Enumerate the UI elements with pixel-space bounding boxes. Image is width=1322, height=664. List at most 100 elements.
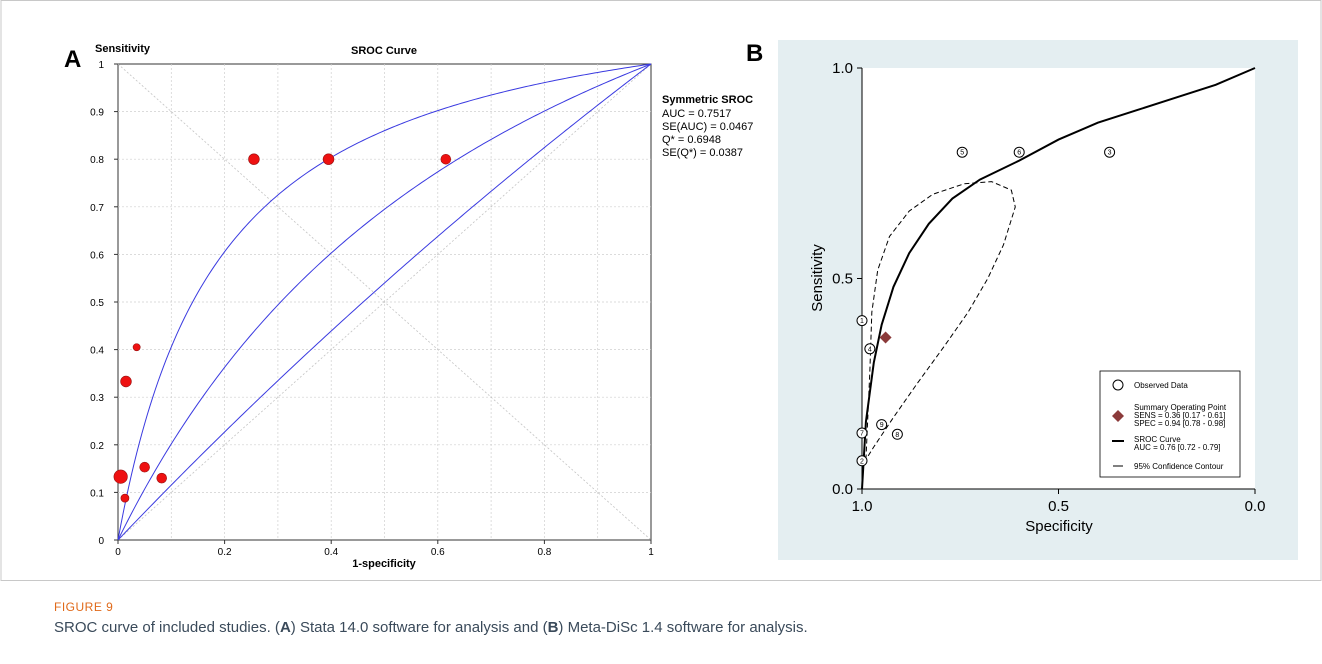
legend-summary-spec: SPEC = 0.94 [0.78 - 0.98] — [1134, 419, 1225, 428]
annotation-q-star: Q* = 0.6948 — [662, 134, 721, 146]
chart-b-x-axis-label: Specificity — [1025, 518, 1093, 535]
observed-point: 5 — [956, 146, 968, 158]
legend-observed-label: Observed Data — [1134, 381, 1188, 390]
y-tick-label: 0.4 — [90, 346, 104, 357]
observed-point-label: 8 — [895, 432, 899, 439]
legend-contour-label: 95% Confidence Contour — [1134, 462, 1224, 471]
observed-point-marker — [856, 455, 868, 467]
study-point — [120, 493, 130, 503]
legend-box — [1099, 370, 1241, 478]
observed-point-label: 7 — [860, 431, 864, 438]
observed-point-marker — [856, 427, 868, 439]
y-tick-label: 0.5 — [90, 298, 104, 309]
summary-operating-point — [879, 331, 892, 344]
y-tick-label: 0.3 — [90, 393, 104, 404]
observed-point: 2 — [856, 455, 868, 467]
sroc-curve — [117, 63, 652, 541]
observed-point: 8 — [891, 428, 903, 440]
legend-summary-symbol — [1112, 410, 1124, 422]
chart-b-y-ticks: 0.0 0.5 1.0 — [832, 60, 862, 498]
study-point — [440, 153, 452, 165]
observed-point: 6 — [1013, 146, 1025, 158]
y-tick-label: 1 — [98, 60, 104, 71]
legend-observed-symbol — [1112, 379, 1124, 391]
x-tick-label: 0.5 — [1048, 498, 1069, 515]
y-tick-label: 0.0 — [832, 481, 853, 498]
figure-number: FIGURE 9 — [54, 600, 114, 614]
y-tick-label: 0.8 — [90, 155, 104, 166]
chart-b-y-axis-label: Sensitivity — [809, 244, 826, 312]
chart-a-x-ticks: 0 0.2 0.4 0.6 0.8 1 — [115, 540, 654, 558]
y-tick-label: 0.6 — [90, 250, 104, 261]
figure-border — [0, 0, 1322, 581]
study-point — [132, 343, 141, 352]
observed-point-marker — [891, 428, 903, 440]
legend-sroc-title: SROC Curve — [1134, 435, 1181, 444]
annotation-se-q-star: SE(Q*) = 0.0387 — [662, 147, 743, 159]
y-tick-label: 0.7 — [90, 203, 104, 214]
chart-a-x-axis-label: 1-specificity — [352, 558, 416, 570]
chart-a-curves — [117, 63, 652, 541]
study-point — [322, 153, 335, 165]
observed-point-marker — [1104, 146, 1116, 158]
observed-point: 4 — [864, 343, 876, 355]
study-point — [156, 472, 167, 484]
chart-a-title: SROC Curve — [351, 45, 417, 57]
panel-b-label: B — [746, 40, 764, 67]
chart-a-y-axis-label: Sensitivity — [95, 43, 151, 55]
observed-point: 9 — [876, 419, 888, 431]
sroc-curve-b — [861, 67, 1256, 490]
observed-point-label: 5 — [960, 150, 964, 157]
chart-a-annotation: Symmetric SROC AUC = 0.7517 SE(AUC) = 0.… — [662, 94, 753, 159]
caption-part-2: ) Stata 14.0 software for analysis and ( — [290, 619, 548, 636]
caption-ref-a: A — [279, 619, 291, 636]
observed-point-label: 1 — [860, 318, 864, 325]
x-tick-label: 0.6 — [431, 547, 445, 558]
x-tick-label: 0.4 — [324, 547, 338, 558]
legend-sroc-auc: AUC = 0.76 [0.72 - 0.79] — [1134, 443, 1221, 452]
study-point — [120, 375, 132, 388]
sroc-curve — [117, 63, 652, 541]
annotation-title: Symmetric SROC — [662, 94, 753, 106]
y-tick-label: 0.2 — [90, 441, 104, 452]
study-point — [139, 461, 150, 473]
chart-a-diagonals — [117, 63, 652, 541]
figure-caption-block: FIGURE 9 SROC curve of included studies.… — [54, 600, 808, 636]
panel-a-label: A — [64, 46, 82, 73]
chart-a-y-ticks: 0 0.1 0.2 0.3 0.4 0.5 0.6 0.7 0.8 0.9 1 — [90, 60, 118, 547]
figure-caption: SROC curve of included studies. (A) Stat… — [54, 619, 808, 636]
x-tick-label: 0.2 — [218, 547, 232, 558]
observed-point: 7 — [856, 427, 868, 439]
x-tick-label: 0 — [115, 547, 121, 558]
x-tick-label: 0.0 — [1245, 498, 1266, 515]
y-tick-label: 0 — [98, 536, 104, 547]
caption-part-1: SROC curve of included studies. ( — [54, 619, 280, 636]
legend-summary-sens: SENS = 0.36 [0.17 - 0.61] — [1134, 411, 1225, 420]
x-tick-label: 0.8 — [537, 547, 551, 558]
chart-b-legend: Observed Data Summary Operating Point SE… — [1099, 370, 1241, 478]
confidence-contour — [865, 181, 1016, 462]
observed-point-label: 9 — [880, 422, 884, 429]
y-tick-label: 0.1 — [90, 488, 104, 499]
observed-point-marker — [864, 343, 876, 355]
y-tick-label: 1.0 — [832, 60, 853, 77]
observed-point-marker — [1013, 146, 1025, 158]
chart-a: 0 0.2 0.4 0.6 0.8 1 0 0.1 0.2 0.3 0.4 0.5 0.6 0.7 0.8… — [90, 43, 753, 570]
chart-b-x-ticks: 1.0 0.5 0.0 — [852, 489, 1266, 515]
caption-part-3: ) Meta-DiSc 1.4 software for analysis. — [558, 619, 808, 636]
x-tick-label: 1 — [648, 547, 654, 558]
chart-b: 1.0 0.5 0.0 0.0 0.5 1.0 5 6 3 1 4 9 8 7 2 Specificit… — [778, 40, 1298, 560]
observed-point: 3 — [1104, 146, 1116, 158]
caption-ref-b: B — [547, 619, 559, 636]
observed-point-marker — [956, 146, 968, 158]
observed-point: 1 — [856, 315, 868, 327]
observed-point-label: 6 — [1017, 150, 1021, 157]
symmetry-diagonal — [117, 63, 652, 541]
observed-point-label: 2 — [860, 458, 864, 465]
observed-point-label: 4 — [868, 346, 872, 353]
y-tick-label: 0.5 — [832, 271, 853, 288]
observed-point-label: 3 — [1108, 150, 1112, 157]
observed-point-marker — [876, 419, 888, 431]
y-tick-label: 0.9 — [90, 108, 104, 119]
